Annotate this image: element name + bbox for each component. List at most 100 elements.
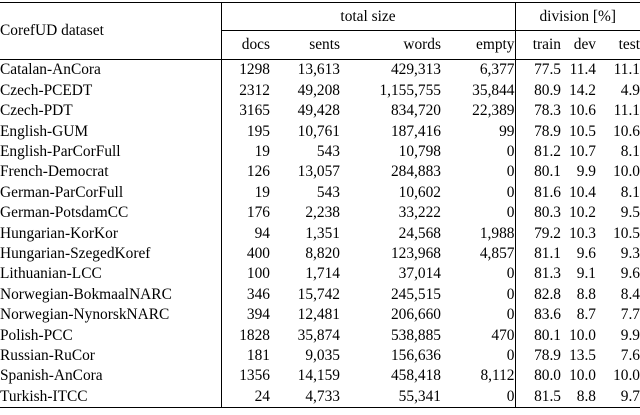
- table-row: French-Democrat 126 13,057 284,883 0 80.1 9.9 1…: [0, 161, 640, 183]
- cell-dataset-name: German-PotsdamCC: [0, 202, 222, 224]
- cell-sents: 9,035: [305, 346, 340, 364]
- cell-sents: 12,481: [297, 306, 340, 324]
- cell-empty: 4,857: [441, 243, 516, 264]
- cell-words: 1,155,755: [379, 81, 441, 99]
- cell-docs: 400: [246, 245, 270, 262]
- cell-train: 81.6: [534, 183, 561, 201]
- cell-test: 10.0: [613, 367, 640, 385]
- cell-sents: 10,761: [297, 122, 340, 140]
- cell-test: 11.1: [613, 102, 640, 120]
- cell-empty: 1,988: [441, 223, 516, 244]
- cell-dev: 9.1: [576, 265, 596, 283]
- cell-empty: 0: [441, 284, 516, 305]
- cell-docs: 19: [254, 143, 270, 161]
- cell-words: 834,720: [390, 102, 441, 120]
- cell-dataset-name: Turkish-ITCC: [0, 386, 222, 408]
- cell-words: 55,341: [340, 386, 441, 408]
- cell-words: 24,568: [398, 224, 441, 242]
- cell-test: 9.7: [596, 386, 640, 408]
- table-row: German-PotsdamCC 176 2,238 33,222 0 80.3 10.2 9…: [0, 202, 640, 224]
- corefud-statistics-table: CorefUD dataset total size division [%] …: [0, 2, 640, 408]
- cell-empty: 0: [441, 263, 516, 285]
- table-row: Hungarian-KorKor 94 1,351 24,568 1,988 79.2 10…: [0, 223, 640, 244]
- cell-train: 80.1: [534, 163, 561, 181]
- cell-empty: 0: [441, 345, 516, 366]
- cell-dev: 10.6: [569, 102, 596, 120]
- cell-dataset-name: Hungarian-SzegedKoref: [0, 243, 222, 264]
- cell-train: 80.9: [534, 81, 561, 99]
- cell-dev: 8.7: [576, 306, 596, 324]
- cell-empty: 0: [441, 304, 516, 326]
- table-row: English-ParCorFull 19 543 10,798 0 81.2 10.7 8.…: [0, 141, 640, 162]
- cell-empty: 35,844: [441, 80, 516, 101]
- table-body: Catalan-AnCora 1298 13,613 429,313 6,377 77.5…: [0, 59, 640, 408]
- cell-test: 10.0: [613, 163, 640, 181]
- cell-train: 82.8: [534, 285, 561, 303]
- cell-empty: 0: [441, 182, 516, 203]
- cell-train: 81.3: [534, 265, 561, 283]
- cell-test: 8.1: [620, 183, 640, 201]
- cell-empty: 22,389: [441, 100, 516, 122]
- cell-test: 8.4: [620, 285, 640, 303]
- cell-dev: 14.2: [569, 81, 596, 99]
- cell-test: 4.9: [620, 81, 640, 99]
- cell-test: 9.9: [620, 326, 640, 344]
- cell-dataset-name: English-GUM: [0, 121, 222, 142]
- cell-train: 78.9: [534, 122, 561, 140]
- cell-dataset-name: Norwegian-BokmaalNARC: [0, 284, 222, 305]
- cell-dataset-name: Czech-PCEDT: [0, 80, 222, 101]
- cell-docs: 2312: [239, 81, 270, 99]
- cell-dev: 10.7: [569, 143, 596, 161]
- cell-dev: 13.5: [569, 346, 596, 364]
- cell-test: 10.5: [613, 224, 640, 242]
- table-row: Norwegian-BokmaalNARC 346 15,742 245,515 0 82…: [0, 284, 640, 305]
- cell-sents: 49,428: [297, 102, 340, 120]
- cell-dev: 10.0: [569, 326, 596, 344]
- cell-dev: 10.5: [569, 122, 596, 140]
- cell-sents: 1,714: [305, 265, 340, 283]
- cell-words: 245,515: [390, 285, 441, 303]
- cell-words: 123,968: [390, 245, 441, 262]
- cell-docs: 94: [254, 224, 270, 242]
- table-row: German-ParCorFull 19 543 10,602 0 81.6 10.4 8.1: [0, 182, 640, 203]
- group-header-total-size: total size: [221, 2, 516, 31]
- cell-train: 81.2: [534, 143, 561, 161]
- cell-words: 429,313: [340, 59, 441, 81]
- cell-sents: 13,613: [270, 59, 340, 81]
- cell-sents: 13,057: [297, 163, 340, 181]
- column-header-test: test: [596, 30, 640, 60]
- cell-dev: 8.8: [561, 386, 596, 408]
- cell-words: 10,602: [398, 183, 441, 201]
- cell-sents: 8,820: [305, 245, 340, 262]
- cell-dev: 10.0: [569, 367, 596, 385]
- table-row: Lithuanian-LCC 100 1,714 37,014 0 81.3 9.1 9.6: [0, 263, 640, 285]
- cell-words: 37,014: [398, 265, 441, 283]
- cell-docs: 100: [246, 265, 270, 283]
- cell-docs: 1356: [239, 367, 270, 385]
- cell-test: 7.6: [620, 346, 640, 364]
- cell-empty: 6,377: [441, 59, 516, 81]
- table-row: Spanish-AnCora 1356 14,159 458,418 8,112 80.0…: [0, 365, 640, 387]
- cell-test: 9.6: [620, 265, 640, 283]
- cell-train: 81.1: [534, 245, 561, 262]
- table-row: Norwegian-NynorskNARC 394 12,481 206,660 0 83…: [0, 304, 640, 326]
- cell-train: 79.2: [534, 224, 561, 242]
- cell-test: 8.1: [620, 143, 640, 161]
- cell-words: 156,636: [390, 346, 441, 364]
- cell-sents: 543: [316, 183, 340, 201]
- cell-docs: 181: [246, 346, 270, 364]
- cell-dataset-name: Russian-RuCor: [0, 345, 222, 366]
- cell-train: 78.3: [534, 102, 561, 120]
- cell-docs: 126: [246, 163, 270, 181]
- cell-dev: 9.6: [576, 245, 596, 262]
- cell-dev: 8.8: [576, 285, 596, 303]
- cell-empty: 0: [441, 141, 516, 162]
- cell-train: 80.3: [534, 204, 561, 222]
- table-row: Polish-PCC 1828 35,874 538,885 470 80.1 10.0 9.…: [0, 325, 640, 346]
- cell-words: 284,883: [390, 163, 441, 181]
- cell-docs: 195: [246, 122, 270, 140]
- cell-dev: 9.9: [576, 163, 596, 181]
- cell-sents: 4,733: [270, 386, 340, 408]
- cell-empty: 0: [441, 161, 516, 183]
- header-row-columns: docs sents words empty train dev test: [0, 30, 640, 60]
